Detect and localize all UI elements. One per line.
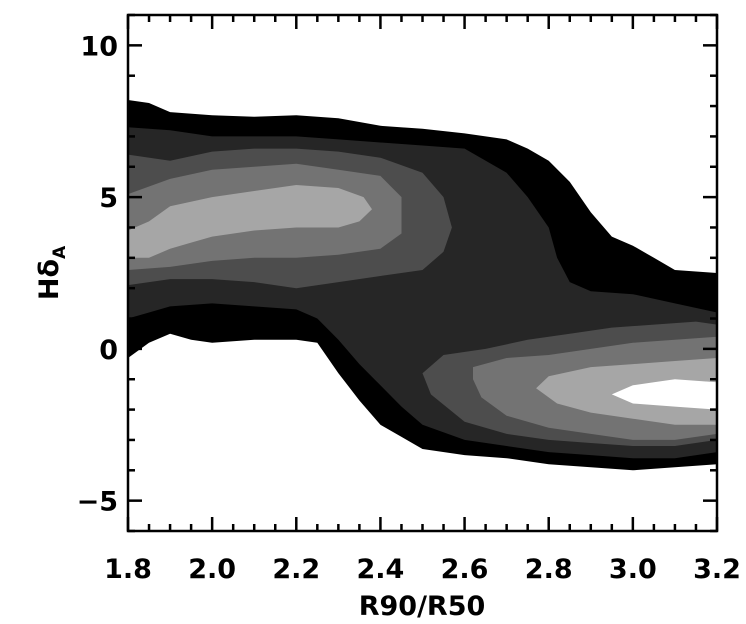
x-tick-label: 2.0 bbox=[188, 554, 236, 585]
y-axis-label-main: Hδ bbox=[34, 259, 65, 300]
x-tick-labels: 1.8 2.0 2.2 2.4 2.6 2.8 3.0 3.2 bbox=[104, 554, 741, 585]
x-tick-label: 1.8 bbox=[104, 554, 152, 585]
y-tick-label: −5 bbox=[77, 487, 118, 518]
y-axis-label: HδA bbox=[34, 245, 70, 300]
x-tick-label: 3.2 bbox=[693, 554, 741, 585]
x-tick-label: 2.2 bbox=[272, 554, 320, 585]
contour-level-6-region-8 bbox=[611, 379, 717, 410]
svg-text:HδA: HδA bbox=[34, 245, 70, 300]
y-tick-label: 10 bbox=[80, 31, 118, 62]
y-tick-label: 5 bbox=[99, 183, 118, 214]
contour-level-5-region-6 bbox=[128, 185, 372, 258]
contour-layers bbox=[128, 100, 717, 471]
x-tick-label: 2.4 bbox=[357, 554, 405, 585]
axis-ticks bbox=[126, 13, 719, 533]
x-tick-label: 3.0 bbox=[609, 554, 657, 585]
y-axis-label-subscript: A bbox=[50, 245, 70, 259]
y-tick-label: 0 bbox=[99, 335, 118, 366]
x-axis-label: R90/R50 bbox=[359, 591, 486, 622]
y-tick-labels: −5 0 5 10 bbox=[77, 31, 118, 517]
x-tick-label: 2.8 bbox=[525, 554, 573, 585]
x-tick-label: 2.6 bbox=[441, 554, 489, 585]
